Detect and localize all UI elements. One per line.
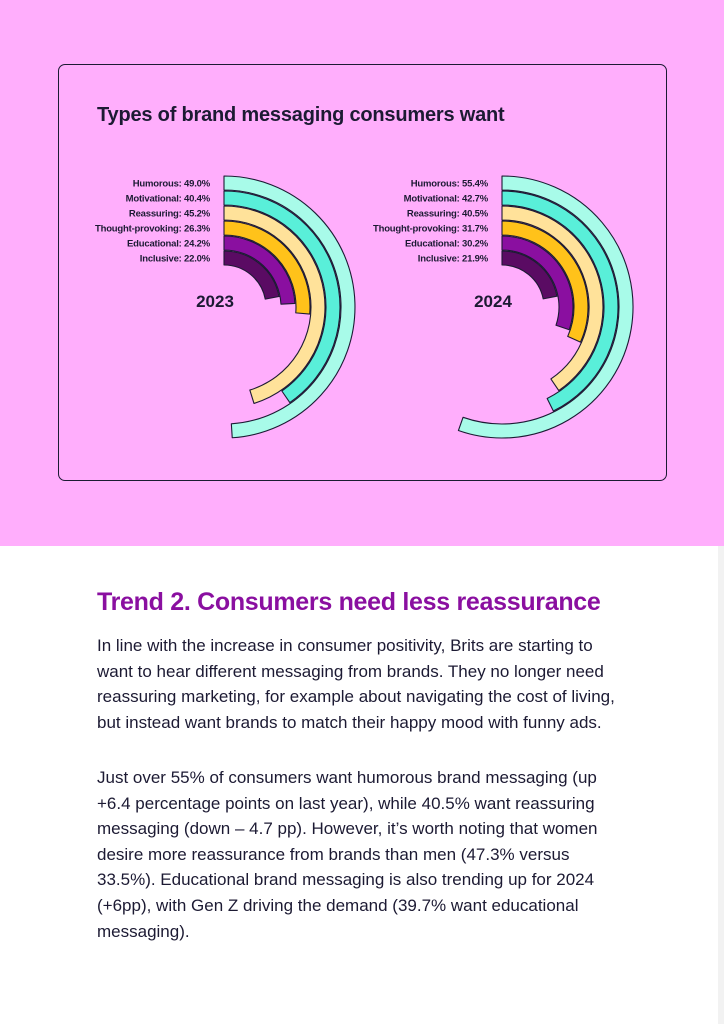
chart-title: Types of brand messaging consumers want — [97, 104, 505, 126]
label-2023-humorous: Humorous: 49.0% — [133, 179, 211, 190]
body-paragraph-2: Just over 55% of consumers want humorous… — [97, 768, 598, 941]
arc-2023-thought-provoking — [223, 220, 311, 315]
label-2024-humorous: Humorous: 55.4% — [411, 179, 489, 190]
arc-2024-reassuring — [501, 205, 604, 392]
page-edge-strip — [718, 546, 724, 1024]
arc-2023-inclusive — [223, 250, 280, 300]
arc-2023-humorous — [223, 175, 356, 439]
label-2024-thought-provoking: Thought-provoking: 31.7% — [373, 224, 489, 235]
label-2024-reassuring: Reassuring: 40.5% — [407, 209, 489, 220]
year-label-2024: 2024 — [474, 292, 512, 311]
label-2023-inclusive: Inclusive: 22.0% — [140, 254, 211, 265]
arc-2024-thought-provoking — [501, 220, 589, 343]
arc-2023-motivational — [223, 190, 341, 404]
arc-2024-inclusive — [501, 250, 558, 300]
label-2023-motivational: Motivational: 40.4% — [126, 194, 211, 205]
arc-2024-educational — [501, 235, 574, 331]
radial-chart-2023: Humorous: 49.0% Motivational: 40.4% Reassu… — [95, 175, 356, 439]
radial-chart-2024: Humorous: 55.4% Motivational: 42.7% Reassu… — [373, 175, 634, 439]
label-2023-reassuring: Reassuring: 45.2% — [129, 209, 211, 220]
label-2023-thought-provoking: Thought-provoking: 26.3% — [95, 224, 211, 235]
arc-2023-reassuring — [223, 205, 326, 404]
label-2024-motivational: Motivational: 42.7% — [404, 194, 489, 205]
arc-2024-humorous — [457, 175, 634, 439]
radial-charts: Humorous: 49.0% Motivational: 40.4% Reassu… — [95, 175, 634, 439]
year-label-2023: 2023 — [196, 292, 234, 311]
label-2023-educational: Educational: 24.2% — [127, 239, 211, 250]
body-paragraph-1: In line with the increase in consumer po… — [97, 636, 615, 732]
label-2024-educational: Educational: 30.2% — [405, 239, 489, 250]
chart-card — [58, 64, 667, 481]
arc-2024-motivational — [501, 190, 619, 412]
arc-2023-educational — [223, 235, 296, 305]
section-heading: Trend 2. Consumers need less reassurance — [97, 588, 601, 616]
label-2024-inclusive: Inclusive: 21.9% — [418, 254, 489, 265]
